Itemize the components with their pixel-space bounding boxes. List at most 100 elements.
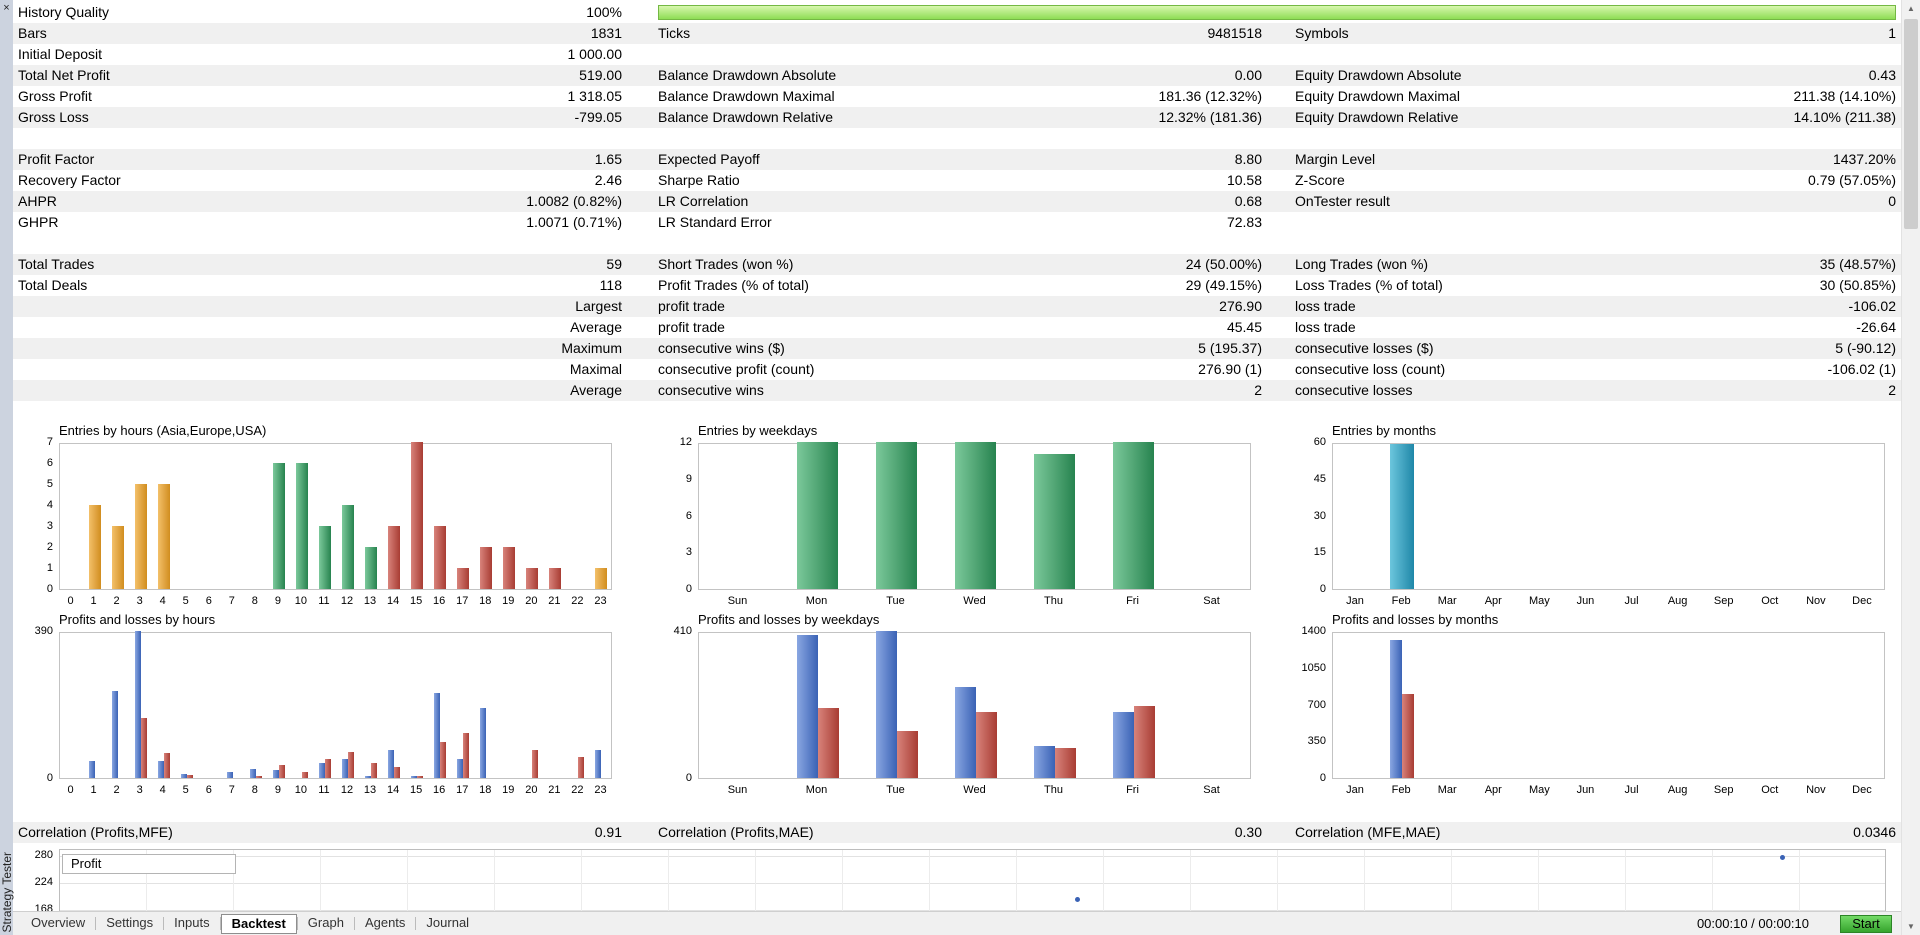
entries-by-hours-xtick: 3 [136, 595, 143, 607]
report-value: 276.90 [1219, 298, 1262, 314]
pl-by-weekdays-bar [1133, 706, 1155, 778]
entries-by-weekdays-xtick: Thu [1044, 595, 1063, 607]
pl-by-months-bar [1390, 640, 1403, 778]
entries-by-weekdays-xtick: Wed [963, 595, 986, 607]
report-label: loss trade [1295, 298, 1356, 314]
entries-by-hours-bar [134, 484, 147, 589]
tab-separator [219, 917, 221, 930]
report-label: Sharpe Ratio [658, 172, 740, 188]
entries-by-hours-ytick: 4 [46, 499, 53, 511]
pl-by-hours-xtick: 21 [548, 784, 561, 796]
report-value: 0.43 [1868, 67, 1896, 83]
entries-by-hours-xtick: 20 [525, 595, 538, 607]
tab-settings[interactable]: Settings [106, 914, 154, 930]
report-value: Largest [575, 298, 622, 314]
pl-by-hours-bar [348, 752, 355, 778]
entries-by-weekdays-ytick: 3 [685, 546, 692, 559]
report-label: OnTester result [1295, 193, 1390, 209]
panel-title: Strategy Tester [0, 851, 14, 932]
entries-by-weekdays-bar [1034, 454, 1075, 589]
tab-agents[interactable]: Agents [364, 914, 406, 930]
pl-by-months-ytick: 700 [1307, 698, 1326, 711]
report-value: 0.68 [1234, 193, 1262, 209]
report-label: LR Correlation [658, 193, 749, 209]
pl-by-hours-xtick: 13 [363, 784, 377, 796]
entries-by-months-plot [1332, 443, 1885, 590]
tab-inputs[interactable]: Inputs [174, 914, 210, 930]
report-row-average: Average profit trade 45.45 loss trade -26.64 [13, 317, 1901, 338]
pl-by-months-plot [1332, 632, 1885, 779]
close-icon[interactable]: × [3, 2, 10, 14]
tab-overview[interactable]: Overview [31, 914, 86, 930]
pl-by-hours-xtick: 6 [205, 784, 212, 796]
report-value: 59 [606, 256, 622, 272]
report-value: 0.79 (57.05%) [1808, 172, 1896, 188]
entries-by-hours-xtick: 13 [363, 595, 377, 607]
pl-by-weekdays-bar [1033, 746, 1055, 778]
tab-journal[interactable]: Journal [426, 914, 470, 930]
pl-by-hours-xtick: 4 [159, 784, 166, 796]
elapsed-time: 00:00:10 / 00:00:10 [1696, 916, 1809, 931]
report-value: 0 [1888, 193, 1896, 209]
tab-backtest[interactable]: Backtest [220, 913, 297, 934]
report-row-maximal: Maximal consecutive profit (count) 276.90 … [13, 359, 1901, 380]
report-label: Profit Trades (% of total) [658, 277, 809, 293]
pl-by-hours-xtick: 16 [433, 784, 446, 796]
report-label: profit trade [658, 298, 725, 314]
report-label: GHPR [18, 214, 59, 230]
profit-gridline-v [1712, 850, 1713, 935]
entries-by-months-xtick: Dec [1852, 595, 1872, 607]
pl-by-hours-bar [417, 776, 424, 778]
report-label: Total Trades [18, 256, 95, 272]
pl-by-hours-xtick: 9 [274, 784, 281, 796]
entries-by-weekdays-plot [698, 442, 1251, 590]
vertical-scrollbar[interactable]: ▲ ▼ [1901, 0, 1920, 935]
pl-by-hours-xtick: 12 [340, 784, 354, 796]
entries-by-weekdays-xtick: Tue [886, 595, 905, 607]
entries-by-weekdays-bar [797, 442, 838, 589]
start-button[interactable]: Start [1840, 915, 1892, 933]
pl-by-hours-xtick: 10 [294, 784, 308, 796]
report-label: consecutive wins [658, 382, 764, 398]
pl-by-weekdays-ytick: 0 [685, 772, 692, 784]
entries-by-weekdays-xtick: Sat [1203, 595, 1220, 607]
report-label: Balance Drawdown Relative [658, 109, 834, 125]
entries-by-hours-bar [549, 568, 562, 589]
report-value: 72.83 [1226, 214, 1262, 230]
scroll-up-icon[interactable]: ▲ [1907, 4, 1915, 13]
entries-by-hours-xtick: 5 [182, 595, 189, 607]
entries-by-months-xtick: Jan [1346, 595, 1364, 607]
pl-by-hours-title: Profits and losses by hours [59, 612, 216, 627]
scrollbar-thumb[interactable] [1904, 19, 1918, 229]
report-row-total-deals: Total Deals 118 Profit Trades (% of total)… [13, 275, 1901, 296]
profit-gridline-v [1016, 850, 1017, 935]
pl-by-hours-bar [371, 763, 378, 778]
pl-by-hours-xtick: 2 [113, 784, 120, 796]
profit-point [1779, 854, 1785, 860]
report-label: Total Net Profit [18, 67, 110, 83]
pl-by-hours-bar [180, 774, 187, 778]
report-value: 0.00 [1234, 67, 1262, 83]
pl-by-weekdays-bar [875, 631, 897, 778]
pl-by-hours-xtick: 20 [525, 784, 538, 796]
pl-by-hours-ytick: 390 [34, 625, 53, 637]
scroll-down-icon[interactable]: ▼ [1907, 922, 1915, 931]
report-row-total-net-profit: Total Net Profit 519.00 Balance Drawdown A… [13, 65, 1901, 86]
tab-separator [353, 917, 355, 930]
pl-by-hours-xtick: 15 [410, 784, 423, 796]
report-value: 35 (48.57%) [1819, 256, 1896, 272]
tab-graph[interactable]: Graph [307, 914, 344, 930]
profit-gridline-h [60, 883, 1885, 884]
profit-gridline-v [929, 850, 930, 935]
report-row-profit-factor: Profit Factor 1.65 Expected Payoff 8.80 Marg… [13, 149, 1901, 170]
report-label: Bars [18, 25, 47, 41]
report-label: History Quality [18, 4, 110, 20]
entries-by-hours-bar [272, 463, 285, 589]
entries-by-hours-xtick: 17 [456, 595, 469, 607]
entries-by-months-xtick: May [1528, 595, 1550, 607]
report-row-recovery-factor: Recovery Factor 2.46 Sharpe Ratio 10.58 Z-Sc… [13, 170, 1901, 191]
pl-by-hours-xtick: 0 [67, 784, 74, 796]
profit-gridline-v [668, 850, 669, 935]
pl-by-months-xtick: May [1528, 784, 1550, 796]
report-label: Short Trades (won %) [658, 256, 794, 272]
